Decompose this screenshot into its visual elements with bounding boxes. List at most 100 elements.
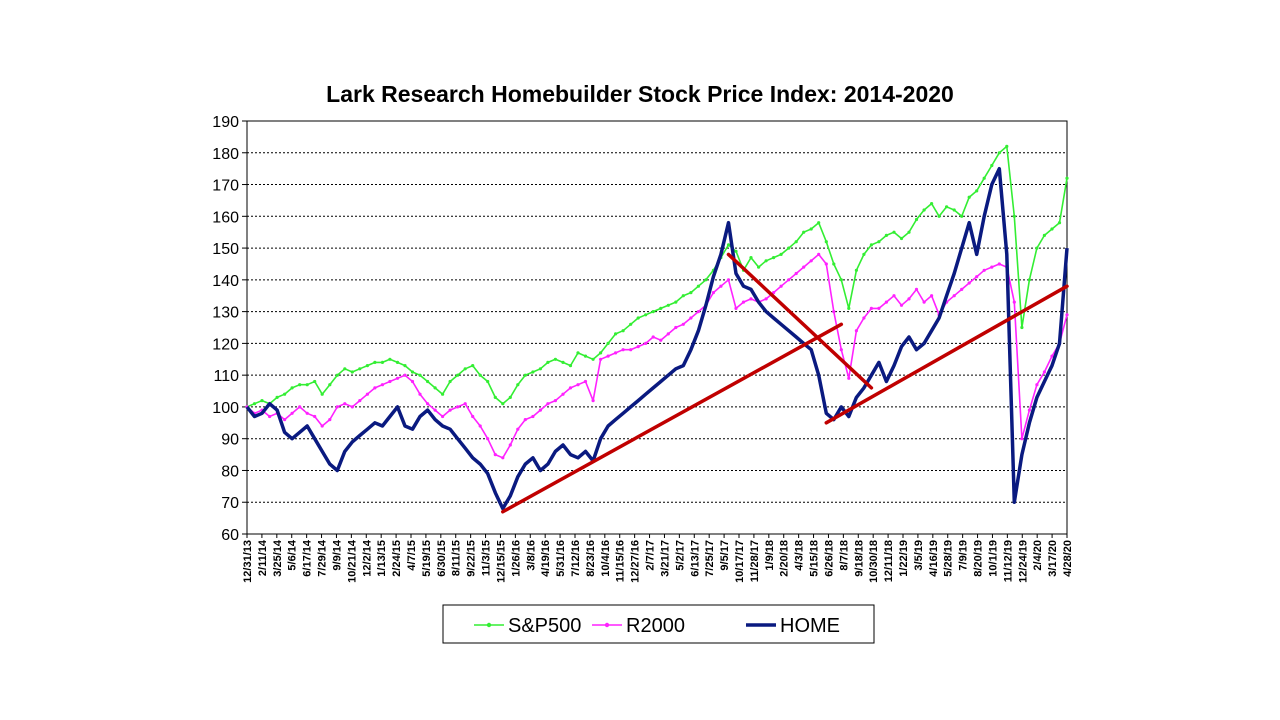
data-point: [418, 373, 422, 377]
x-tick-label: 9/5/17: [719, 540, 731, 571]
data-point: [899, 236, 904, 241]
data-point: [817, 252, 821, 256]
data-point: [493, 453, 497, 457]
x-tick-label: 1/13/15: [376, 540, 388, 577]
data-point: [380, 383, 384, 387]
data-point: [1065, 176, 1069, 180]
data-point: [433, 408, 437, 412]
data-point: [373, 386, 377, 390]
data-point: [772, 291, 776, 295]
data-point: [335, 405, 339, 409]
x-tick-label: 11/12/19: [1002, 540, 1014, 582]
x-tick-label: 3/5/19: [913, 540, 925, 571]
y-tick-label: 180: [212, 146, 239, 163]
data-point: [561, 392, 565, 396]
data-point: [644, 313, 648, 317]
x-tick-label: 12/24/19: [1017, 540, 1029, 583]
data-point: [794, 271, 798, 276]
data-point: [1027, 278, 1031, 282]
data-point: [388, 379, 392, 384]
y-tick-label: 60: [221, 527, 239, 544]
data-point: [576, 351, 580, 355]
data-point: [854, 329, 859, 333]
data-point: [877, 240, 881, 244]
data-point: [960, 214, 964, 218]
x-tick-label: 1/22/19: [898, 540, 910, 577]
data-point: [546, 360, 550, 364]
data-point: [817, 221, 821, 225]
data-point: [1050, 227, 1054, 231]
data-point: [553, 357, 558, 361]
data-point: [832, 310, 836, 314]
data-point: [960, 287, 964, 291]
x-tick-label: 2/4/20: [1032, 540, 1044, 571]
data-point: [824, 240, 828, 244]
data-point: [802, 265, 806, 269]
data-point: [501, 456, 505, 460]
data-point: [1027, 408, 1031, 412]
data-point: [456, 373, 460, 377]
x-tick-label: 4/28/20: [1062, 540, 1074, 577]
grid-lines: [247, 152, 1067, 503]
data-point: [884, 300, 889, 304]
data-point: [621, 329, 625, 333]
x-tick-label: 5/31/16: [555, 540, 567, 577]
trendline: [726, 252, 874, 390]
data-point: [426, 379, 430, 384]
data-point: [268, 414, 272, 419]
data-point: [975, 189, 979, 193]
data-point: [614, 332, 618, 336]
data-point: [847, 306, 851, 310]
x-tick-label: 11/28/17: [749, 540, 761, 582]
x-tick-label: 10/21/14: [346, 539, 358, 583]
data-point: [711, 291, 716, 295]
x-tick-label: 12/27/16: [630, 540, 642, 583]
data-point: [350, 370, 354, 374]
x-tick-label: 2/7/17: [645, 540, 657, 571]
x-tick-label: 8/23/16: [585, 540, 597, 577]
data-point: [1012, 300, 1016, 304]
data-point: [824, 262, 828, 266]
data-point: [380, 360, 384, 364]
y-tick-label: 150: [212, 241, 239, 258]
data-point: [561, 360, 565, 364]
data-point: [952, 208, 956, 212]
x-tick-label: 1/26/16: [510, 540, 522, 577]
data-point: [1035, 246, 1039, 250]
trendline: [501, 322, 844, 514]
data-point: [1020, 437, 1024, 441]
y-tick-label: 90: [221, 432, 239, 449]
series-group: [245, 144, 1069, 511]
data-point: [328, 383, 332, 387]
x-tick-label: 4/3/18: [794, 540, 806, 571]
data-point: [410, 370, 415, 374]
x-tick-label: 7/29/14: [317, 539, 329, 577]
x-tick-label: 6/17/14: [302, 539, 314, 577]
data-point: [493, 395, 497, 399]
data-point: [305, 383, 309, 387]
data-point: [990, 163, 994, 168]
data-point: [997, 262, 1001, 266]
data-point: [952, 294, 956, 298]
data-point: [486, 437, 490, 441]
data-point: [659, 338, 663, 342]
data-point: [674, 300, 678, 304]
data-point: [839, 278, 843, 282]
data-point: [862, 316, 866, 320]
data-point: [681, 294, 685, 298]
x-tick-label: 12/15/15: [495, 540, 507, 583]
x-tick-label: 12/2/14: [361, 539, 373, 577]
x-axis: 12/31/13 2/11/14 3/25/14 5/6/14 6/17/14 7/29/…: [242, 534, 1074, 583]
data-point: [508, 395, 512, 399]
x-tick-label: 5/6/14: [287, 539, 299, 570]
data-point: [591, 399, 595, 403]
data-point: [884, 233, 889, 237]
data-point: [523, 373, 527, 377]
data-point: [681, 322, 685, 326]
data-point: [599, 357, 603, 361]
data-point: [914, 217, 919, 222]
data-point: [478, 373, 482, 377]
x-tick-label: 9/22/15: [466, 540, 478, 577]
data-point: [621, 348, 625, 352]
data-point: [305, 411, 309, 415]
